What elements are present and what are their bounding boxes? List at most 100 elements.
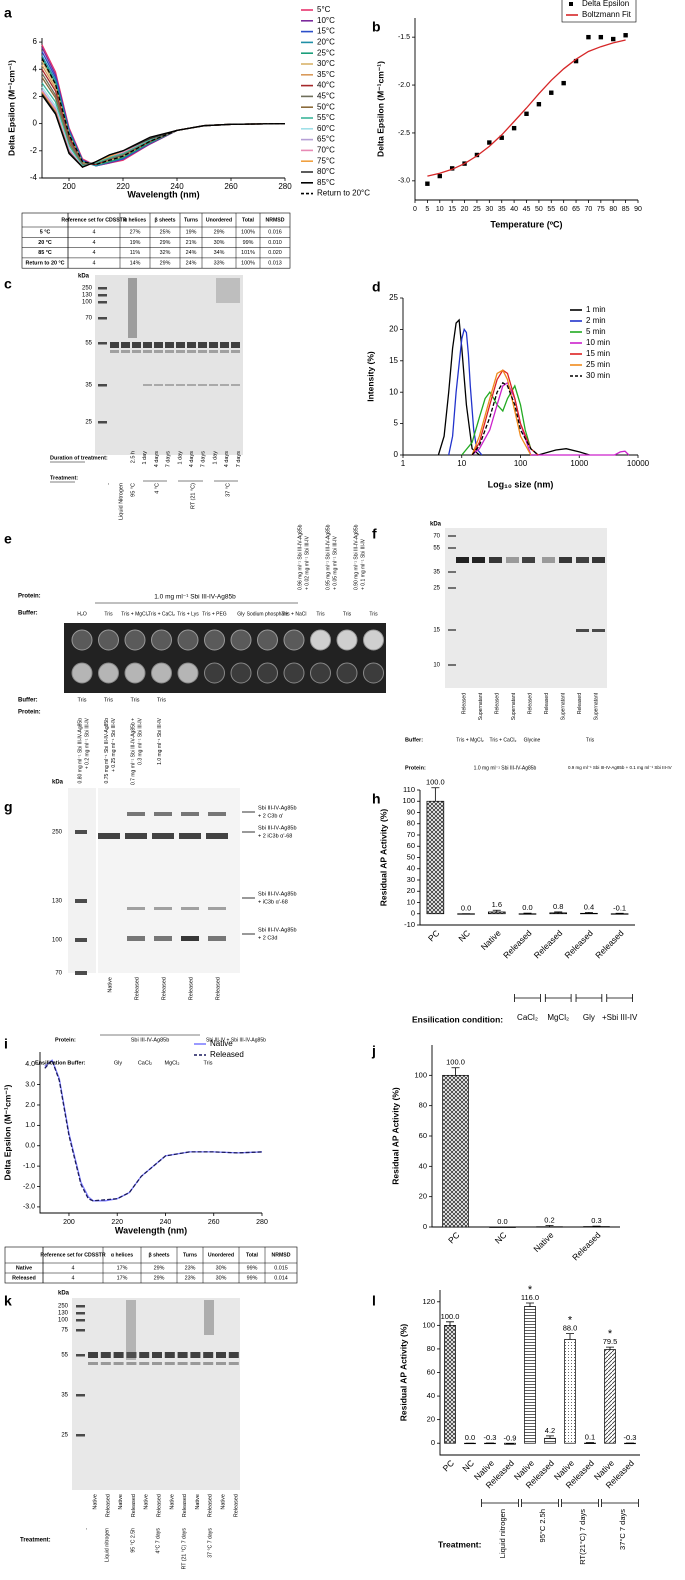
gel-band (75, 830, 87, 834)
table-cell: 4 (93, 260, 96, 266)
gel-band (181, 936, 199, 941)
panel-letter: a (4, 5, 12, 21)
row-label: Treatment: (50, 475, 78, 481)
gel-band (176, 342, 185, 348)
data-point (499, 135, 504, 140)
y-tick-label: 90 (407, 807, 415, 816)
well (204, 629, 225, 651)
gel-band (576, 629, 589, 632)
gel-band (448, 587, 456, 589)
legend-label: 80°C (317, 167, 335, 176)
buffer-label: Sodium phosphate (247, 611, 289, 617)
x-tick-label: 10 (457, 459, 466, 468)
bar (544, 1437, 556, 1444)
gel-band (506, 557, 519, 563)
gel-band (198, 384, 207, 386)
legend-label: 25 min (586, 360, 610, 369)
y-axis-label: Intensity (%) (365, 351, 375, 402)
x-tick-label: 280 (256, 1219, 268, 1226)
gel-band (190, 1362, 201, 1365)
value-label: 0.1 (585, 1432, 595, 1441)
lane-label: Liquid Nitrogen (118, 483, 124, 520)
lane-label: 1 day (177, 451, 183, 465)
data-line (471, 381, 539, 456)
protein-label: 1.0 mg ml⁻¹ Sbi III-IV-Ag85b (474, 765, 537, 771)
y-tick-label: 20 (407, 886, 415, 895)
protein-label: 0.9 mg ml⁻¹ Sbi III-IV-Ag85b + 0.1 mg ml… (568, 765, 672, 770)
gel-image (95, 275, 243, 455)
ladder-label: 75 (61, 1328, 68, 1334)
buffer-label: Tris (316, 611, 325, 617)
gel-band (76, 1305, 85, 1308)
ladder-label: 70 (55, 971, 62, 977)
error-bar (492, 909, 501, 912)
data-point (536, 102, 542, 107)
buffer-label: Tris + Lys (177, 611, 199, 617)
y-tick-label: 4 (33, 64, 38, 73)
legend-label: 2 min (586, 316, 606, 325)
table-cell: 0.015 (274, 1265, 288, 1271)
value-label: -0.9 (504, 1434, 517, 1443)
y-tick-label: 20 (419, 1192, 427, 1201)
gel-band (220, 350, 229, 353)
gel-band (198, 342, 207, 348)
lane-label: Released (161, 977, 167, 1000)
well (124, 629, 146, 651)
legend-label: 70°C (317, 146, 335, 155)
table-cell: 34% (214, 250, 225, 256)
buffer-label: Tris + CaCl₂ (490, 737, 517, 743)
panel-letter: h (372, 791, 381, 807)
x-tick-label: 220 (111, 1219, 123, 1226)
error-bar (545, 1225, 554, 1227)
gel-band (76, 1434, 85, 1437)
y-tick-label: 0.0 (25, 1143, 35, 1150)
gel-band (75, 899, 87, 903)
table-cell: 5 °C (40, 230, 51, 236)
error-bar (526, 1302, 534, 1307)
legend-label: Native (210, 1039, 233, 1048)
buffer-label: Tris + NaCl (282, 611, 307, 617)
lane-label: Native (144, 1494, 150, 1510)
table-cell: Native (16, 1265, 32, 1271)
data-line (461, 384, 539, 456)
lane-label: 37 °C 7 days (207, 1528, 213, 1558)
gel-band (98, 421, 107, 424)
ladder-label: 130 (52, 899, 63, 905)
gel-band (228, 1352, 239, 1358)
x-tick-label: Released (532, 928, 565, 961)
gel-band (143, 342, 152, 348)
legend-label: 1 min (586, 305, 606, 314)
gel-band (220, 342, 229, 348)
buffer-label: Tris + PEG (202, 611, 227, 617)
table-cell: 32% (160, 250, 171, 256)
y-tick-label: 110 (403, 785, 415, 794)
value-label: 0.0 (461, 904, 471, 913)
group-label: Liquid nitrogen (498, 1509, 507, 1558)
gel-band (208, 907, 226, 910)
gel-band (98, 833, 120, 839)
y-tick-label: 3.0 (25, 1081, 35, 1088)
data-point (561, 80, 566, 86)
x-tick-label: 10 (436, 206, 444, 213)
protein-label: 0.80 mg ml⁻¹ Sbi III-IV-Ag85b (77, 718, 83, 784)
legend-label: Return to 20°C (317, 189, 370, 198)
gel-band (472, 557, 485, 563)
row-label: Treatment: (20, 1538, 51, 1544)
data-point (474, 152, 480, 158)
well (151, 662, 172, 684)
axis (439, 1290, 640, 1456)
value-label: 100.0 (441, 1312, 460, 1321)
value-label: 0.0 (465, 1433, 475, 1442)
gel-band (187, 384, 196, 386)
table-cell: 4 (93, 240, 96, 246)
x-tick-label: 60 (560, 206, 568, 213)
well (151, 629, 172, 651)
data-line (471, 369, 532, 456)
table-header: β sheets (148, 1252, 169, 1258)
y-tick-label: 1.0 (25, 1122, 35, 1129)
x-tick-label: 75 (597, 206, 605, 213)
table-cell: 0.020 (268, 250, 282, 256)
gel-image (98, 788, 240, 973)
legend-label: 75°C (317, 156, 335, 165)
table-header: Unordered (208, 1252, 234, 1258)
